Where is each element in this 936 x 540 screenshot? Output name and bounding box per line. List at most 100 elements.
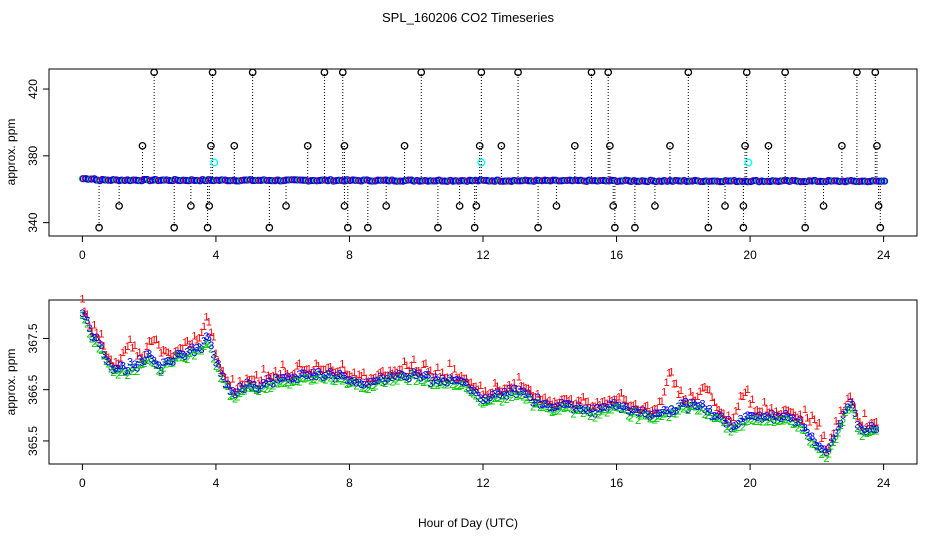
series-2-point: 2	[621, 404, 627, 416]
series-1-point: 1	[649, 405, 655, 417]
series-3-point: 3	[98, 340, 104, 352]
series-2-point: 2	[687, 401, 693, 413]
series-2-point: 2	[563, 402, 569, 414]
series-1-point: 1	[148, 336, 154, 348]
series-1-point: 1	[864, 422, 870, 434]
spike-point	[874, 202, 883, 210]
series-1-point: 1	[258, 375, 264, 387]
series-3-point: 3	[833, 428, 839, 440]
series-1-point: 1	[413, 365, 419, 377]
series-3-point: 3	[168, 356, 174, 368]
series-3-point: 3	[215, 358, 221, 370]
bottom-xtick-label: 8	[346, 476, 353, 490]
spike-point	[739, 202, 748, 210]
series-2-point: 2	[301, 373, 307, 385]
series-3-point: 3	[680, 398, 686, 410]
series-2-point: 2	[721, 417, 727, 429]
series-1-point: 1	[191, 331, 197, 343]
series-1-point: 1	[187, 339, 193, 351]
series-3-point: 3	[96, 338, 102, 350]
top-xtick-label: 16	[610, 248, 624, 262]
series-3-point: 3	[172, 350, 178, 362]
series-1-point: 1	[759, 406, 765, 418]
series-1-point: 1	[270, 371, 276, 383]
series-1-point: 1	[299, 365, 305, 377]
series-3-point: 3	[218, 368, 224, 380]
cyan-point	[744, 158, 753, 167]
series-3-point: 3	[280, 373, 286, 385]
series-2-point: 2	[122, 367, 128, 379]
series-2-point: 2	[184, 354, 190, 366]
series-3-point: 3	[709, 411, 715, 423]
series-2-point: 2	[869, 426, 875, 438]
series-1-point: 1	[432, 369, 438, 381]
series-3-point: 3	[330, 370, 336, 382]
series-2-point: 2	[363, 383, 369, 395]
series-1-point: 1	[82, 306, 88, 318]
series-1-point: 1	[342, 365, 348, 377]
series-3-point: 3	[690, 398, 696, 410]
series-3-point: 3	[640, 405, 646, 417]
series-1-point: 1	[807, 416, 813, 428]
series-3-point: 3	[618, 404, 624, 416]
series-2-point: 2	[752, 416, 758, 428]
top-ytick-label: 380	[26, 146, 40, 166]
series-3-point: 3	[375, 375, 381, 387]
series-2-point: 2	[840, 417, 846, 429]
series-2-point: 2	[373, 380, 379, 392]
series-1-point: 1	[599, 397, 605, 409]
series-3-point: 3	[637, 408, 643, 420]
series-1-point: 1	[749, 394, 755, 406]
series-1-point: 1	[199, 327, 205, 339]
series-1-point: 1	[561, 394, 567, 406]
series-3-point: 3	[442, 376, 448, 388]
series-3-point: 3	[678, 398, 684, 410]
series-3-point: 3	[103, 355, 109, 367]
series-1-point: 1	[120, 347, 126, 359]
series-3-point: 3	[850, 400, 856, 412]
spike-point	[203, 223, 212, 232]
series-3-point: 3	[420, 371, 426, 383]
series-2-point: 2	[306, 372, 312, 384]
series-1-point: 1	[873, 416, 879, 428]
series-3-point: 3	[532, 397, 538, 409]
series-2-point: 2	[270, 380, 276, 392]
series-2-point: 2	[423, 376, 429, 388]
series-1-point: 1	[833, 415, 839, 427]
series-3-point: 3	[349, 376, 355, 388]
series-1-point: 1	[313, 358, 319, 370]
series-2-point: 2	[151, 358, 157, 370]
series-3-point: 3	[811, 437, 817, 449]
series-3-point: 3	[761, 411, 767, 423]
series-1-point: 1	[616, 392, 622, 404]
series-3-point: 3	[692, 400, 698, 412]
series-2-point: 2	[354, 380, 360, 392]
spike-point	[338, 68, 347, 77]
cyan-point	[210, 158, 219, 167]
series-1-point: 1	[530, 390, 536, 402]
series-1-point: 1	[563, 394, 569, 406]
series-2-point: 2	[208, 343, 214, 355]
bottom-xtick-label: 16	[610, 476, 624, 490]
series-3-point: 3	[306, 369, 312, 381]
series-3-point: 3	[506, 383, 512, 395]
spike-point	[741, 141, 749, 150]
series-1-point: 1	[499, 386, 505, 398]
series-3-point: 3	[644, 409, 650, 421]
series-3-point: 3	[117, 360, 123, 372]
spike-point	[265, 223, 274, 232]
series-1-point: 1	[89, 326, 95, 338]
series-3-point: 3	[668, 404, 674, 416]
series-1-point: 1	[287, 372, 293, 384]
series-3-point: 3	[575, 400, 581, 412]
series-3-point: 3	[389, 372, 395, 384]
series-3-point: 3	[785, 412, 791, 424]
series-1-point: 1	[551, 396, 557, 408]
series-3-point: 3	[356, 377, 362, 389]
spike-point	[343, 223, 352, 232]
series-3-point: 3	[661, 405, 667, 417]
series-3-point: 3	[630, 404, 636, 416]
series-3-point: 3	[675, 401, 681, 413]
series-1-point: 1	[277, 369, 283, 381]
series-1-point: 1	[463, 373, 469, 385]
